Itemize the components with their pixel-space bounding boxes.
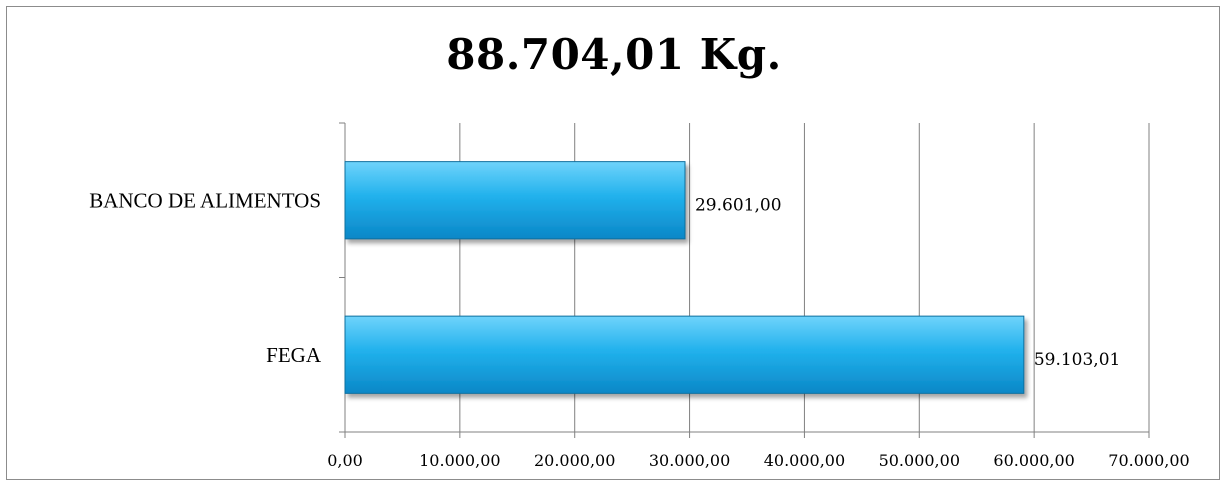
x-tick-label: 30.000,00 <box>649 451 730 470</box>
x-tick-label: 20.000,00 <box>534 451 615 470</box>
chart-title: 88.704,01 Kg. <box>446 30 782 79</box>
x-tick-label: 50.000,00 <box>879 451 960 470</box>
data-label: 59.103,01 <box>1034 350 1121 370</box>
bar <box>344 161 686 240</box>
x-tick-label: 0,00 <box>327 451 363 470</box>
chart-frame <box>6 6 1220 480</box>
x-tick-label: 70.000,00 <box>1108 451 1189 470</box>
x-tick-label: 40.000,00 <box>764 451 845 470</box>
data-label: 29.601,00 <box>695 195 782 215</box>
category-label: BANCO DE ALIMENTOS <box>89 188 321 212</box>
bar <box>344 315 1025 394</box>
category-label: FEGA <box>266 343 322 367</box>
x-tick-label: 10.000,00 <box>419 451 500 470</box>
x-tick-label: 60.000,00 <box>993 451 1074 470</box>
